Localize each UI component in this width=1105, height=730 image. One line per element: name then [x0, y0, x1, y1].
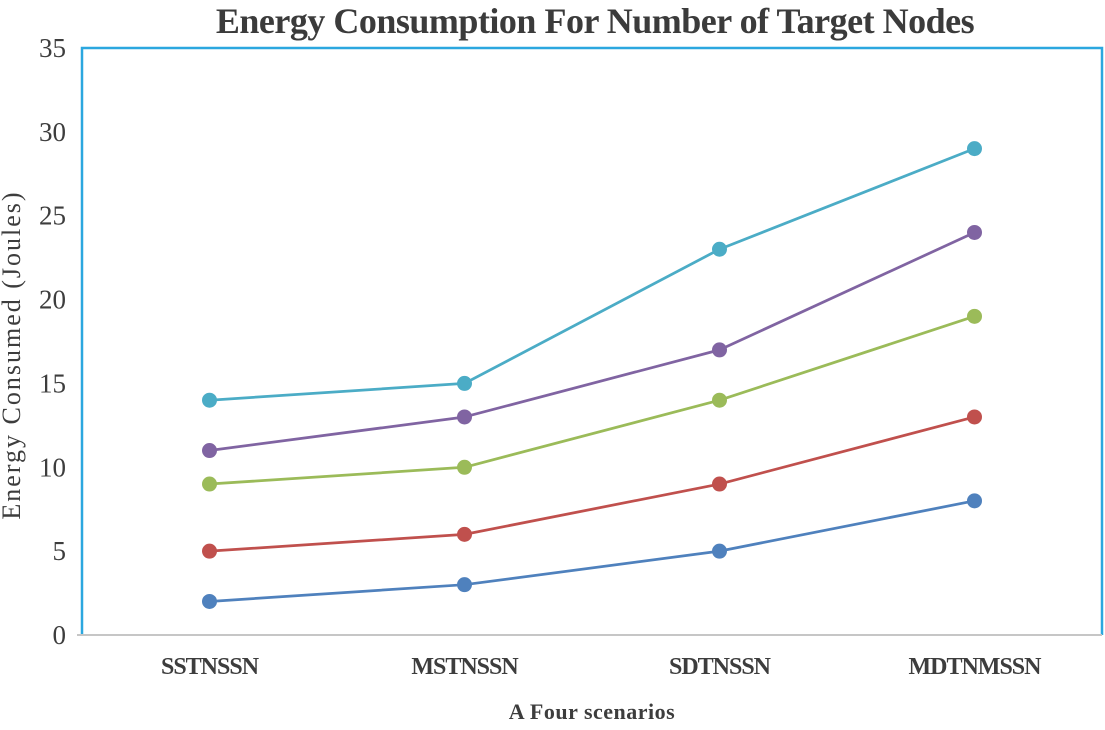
y-tick-label: 0	[53, 620, 67, 650]
data-point-marker-cyan-series	[457, 375, 472, 391]
data-point-marker-purple-series	[202, 443, 217, 459]
chart-title: Energy Consumption For Number of Target …	[216, 1, 975, 41]
plot-border	[80, 46, 1104, 635]
series-line-blue-series	[209, 499, 975, 603]
x-axis-title: A Four scenarios	[509, 699, 675, 724]
data-point-marker-green-series	[457, 459, 472, 475]
series-line-purple-series	[209, 231, 976, 452]
y-tick-label: 30	[39, 117, 66, 147]
series-group	[202, 141, 982, 609]
y-tick-label: 15	[39, 368, 66, 398]
series-line-red-series	[209, 415, 975, 553]
y-axis-title: Energy Consumed (Joules)	[0, 190, 26, 519]
data-point-marker-cyan-series	[967, 141, 982, 157]
data-point-marker-purple-series	[457, 409, 472, 425]
x-category-label: SDTNSSN	[669, 654, 772, 680]
data-point-marker-blue-series	[967, 493, 982, 509]
x-category-labels: SSTNSSN MSTNSSN SDTNSSN MDTNMSSN	[161, 654, 1043, 680]
data-point-marker-blue-series	[457, 577, 472, 593]
x-category-label: SSTNSSN	[161, 654, 260, 680]
data-point-marker-red-series	[457, 526, 472, 542]
y-tick-label: 35	[39, 33, 66, 63]
data-point-marker-green-series	[967, 308, 982, 324]
data-point-marker-purple-series	[967, 224, 982, 240]
data-point-marker-red-series	[712, 476, 727, 492]
data-point-marker-purple-series	[712, 342, 727, 358]
y-tick-label: 5	[53, 536, 67, 566]
y-tick-label: 10	[39, 452, 66, 482]
data-point-marker-blue-series	[712, 543, 727, 559]
data-point-marker-cyan-series	[712, 241, 727, 257]
series-line-green-series	[209, 315, 975, 486]
x-category-label: MSTNSSN	[411, 654, 519, 680]
y-tick-label: 25	[39, 201, 66, 231]
plot-frame	[77, 46, 1104, 636]
y-tick-labels: 0 5 10 15 20 25 30 35	[39, 33, 66, 650]
data-point-marker-green-series	[712, 392, 727, 408]
series-line-cyan-series	[209, 147, 976, 402]
data-point-marker-cyan-series	[202, 392, 217, 408]
x-category-label: MDTNMSSN	[908, 654, 1042, 680]
data-point-marker-red-series	[202, 543, 217, 559]
data-point-marker-green-series	[202, 476, 217, 492]
data-point-marker-blue-series	[202, 593, 217, 609]
data-point-marker-red-series	[967, 409, 982, 425]
y-tick-label: 20	[39, 285, 66, 315]
